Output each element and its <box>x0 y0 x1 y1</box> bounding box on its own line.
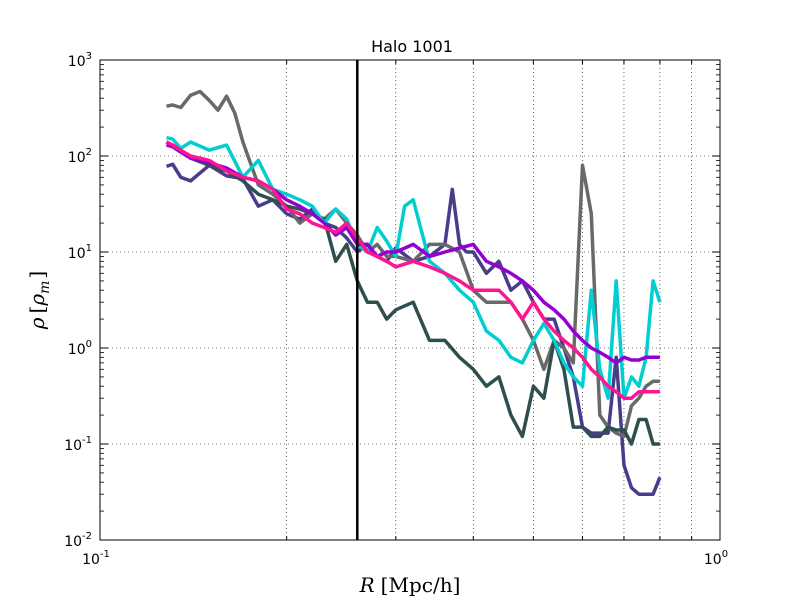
y-axis-label: ρ[ρm] <box>25 271 53 330</box>
x-tick-label: 10-1 <box>82 549 110 568</box>
y-tick-labels: 10-2 10-1 100 101 102 103 <box>64 51 92 550</box>
plot-frame <box>99 59 721 541</box>
y-tick-label: 10-2 <box>64 531 92 550</box>
x-axis-label: R [Mpc/h] <box>359 573 461 597</box>
y-tick-label: 100 <box>68 339 92 358</box>
y-tick-label: 102 <box>68 147 92 166</box>
y-tick-label: 103 <box>68 51 92 70</box>
series-line-6 <box>165 140 660 400</box>
series-line-3 <box>165 140 660 446</box>
y-tick-label: 10-1 <box>64 435 92 454</box>
series-line-2 <box>166 89 660 439</box>
axis-ticks <box>99 59 720 541</box>
grid-lines <box>100 60 720 540</box>
x-tick-labels: 10-1 100 <box>82 549 728 568</box>
chart-title: Halo 1001 <box>371 37 453 56</box>
y-tick-label: 101 <box>68 243 92 262</box>
x-tick-label: 100 <box>704 549 728 568</box>
series-line-1 <box>165 162 662 496</box>
series-group <box>165 89 662 496</box>
